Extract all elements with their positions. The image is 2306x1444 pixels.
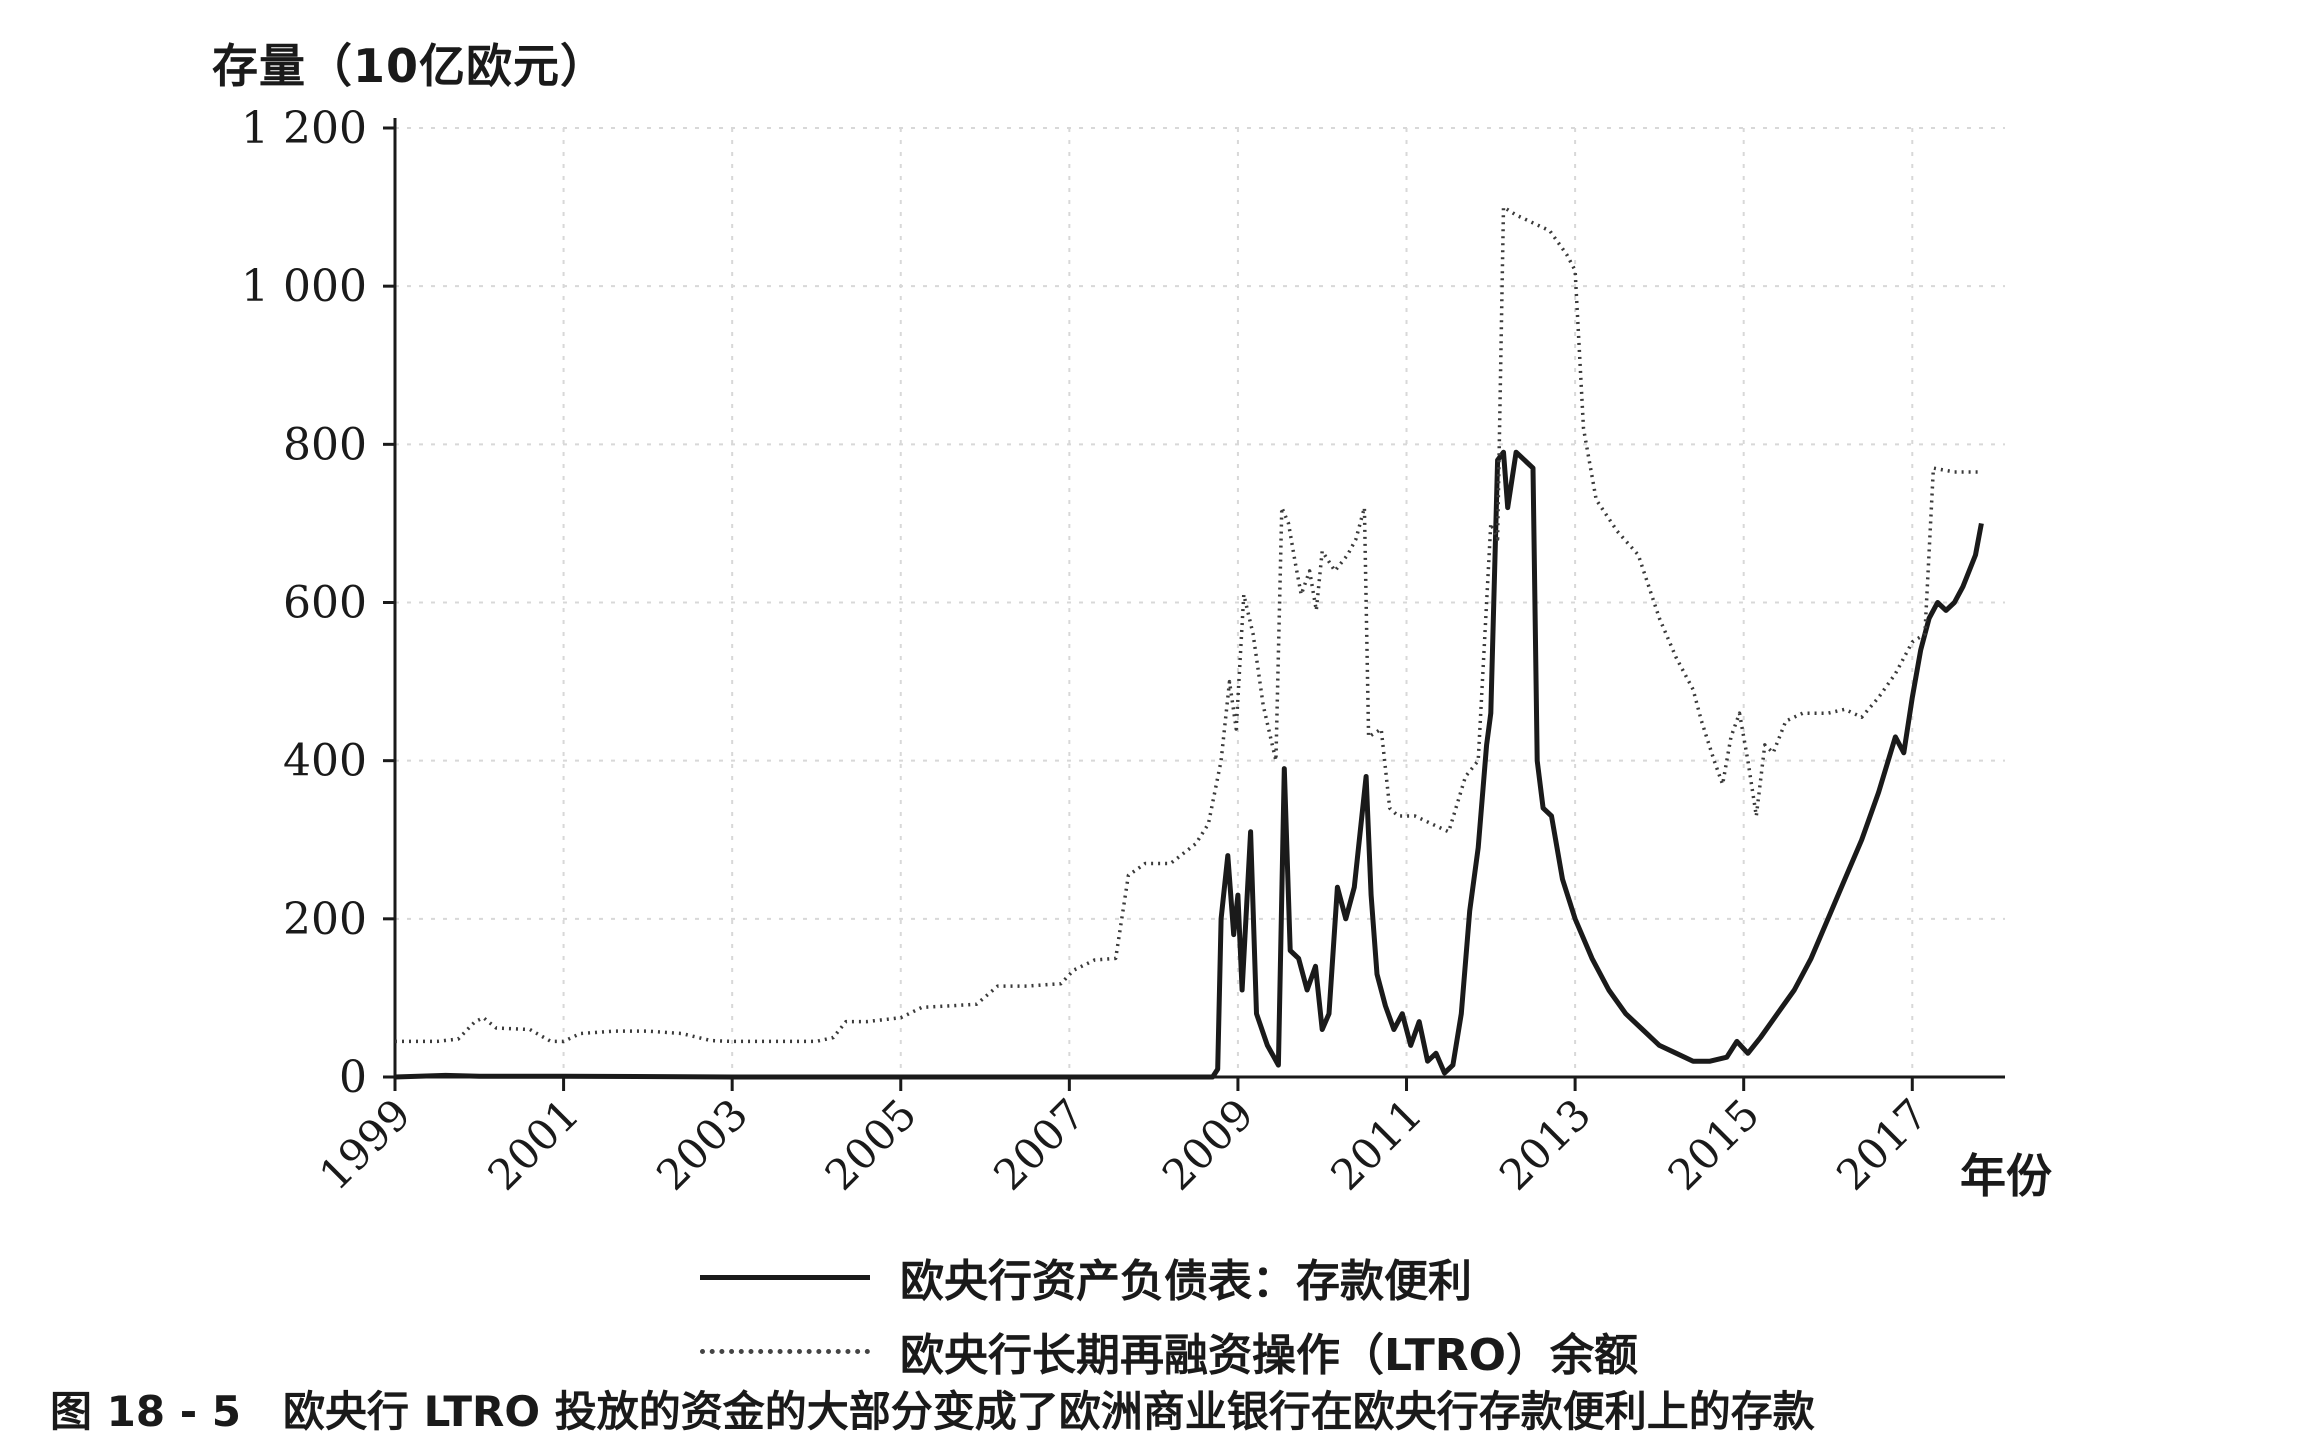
- legend-label: 欧央行资产负债表：存款便利: [900, 1256, 1472, 1307]
- x-tick-label: 2013: [1490, 1089, 1600, 1199]
- x-axis-ticks: 1999 2001 2003 2005 2007 2009 2011 2013 2015 2017: [310, 1077, 1937, 1200]
- y-tick-label: 1 000: [241, 261, 367, 312]
- x-tick-label: 2009: [1153, 1089, 1263, 1199]
- y-tick-label: 1 200: [241, 103, 367, 154]
- x-tick-label: 2005: [816, 1089, 926, 1199]
- legend-swatch-solid: [700, 1274, 870, 1280]
- gridlines: [395, 127, 2005, 1077]
- y-tick-label: 200: [283, 894, 367, 945]
- x-tick-label: 2007: [984, 1089, 1094, 1199]
- y-tick-label: 0: [339, 1052, 367, 1103]
- figure-caption: 图 18 - 5 欧央行 LTRO 投放的资金的大部分变成了欧洲商业银行在欧央行…: [50, 1387, 1815, 1436]
- x-tick-label: 2017: [1827, 1089, 1937, 1199]
- x-axis-unit-label: 年份: [1960, 1149, 2052, 1203]
- y-axis-label: 存量（10亿欧元）: [212, 39, 608, 93]
- legend-item-ltro: 欧央行长期再融资操作（LTRO）余额: [700, 1314, 1638, 1388]
- x-tick-label: 2011: [1321, 1089, 1431, 1199]
- axes: [393, 118, 2005, 1079]
- series-line-deposit-facility: [394, 449, 1984, 1080]
- legend-swatch-dotted: [700, 1348, 870, 1354]
- x-tick-label: 2015: [1659, 1089, 1769, 1199]
- y-tick-label: 800: [283, 419, 367, 470]
- x-tick-label: 2001: [478, 1089, 588, 1199]
- series-line-ltro: [395, 205, 1982, 1044]
- legend-item-deposit-facility: 欧央行资产负债表：存款便利: [700, 1240, 1638, 1314]
- legend-label: 欧央行长期再融资操作（LTRO）余额: [900, 1330, 1639, 1381]
- legend: 欧央行资产负债表：存款便利 欧央行长期再融资操作（LTRO）余额: [700, 1240, 1638, 1388]
- y-axis-ticks: 0 200 400 600 800 1 000 1 200: [241, 103, 395, 1103]
- y-tick-label: 600: [283, 578, 367, 629]
- series-layer: [394, 205, 1984, 1080]
- x-tick-label: 2003: [647, 1089, 757, 1199]
- y-tick-label: 400: [283, 736, 367, 787]
- x-tick-label: 1999: [310, 1089, 420, 1199]
